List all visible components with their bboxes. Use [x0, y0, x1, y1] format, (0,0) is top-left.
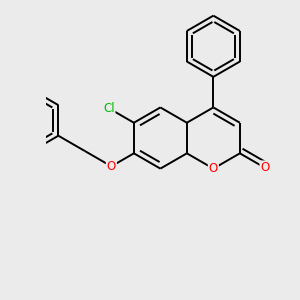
Text: Cl: Cl	[103, 102, 115, 115]
Text: O: O	[107, 160, 116, 173]
Text: O: O	[209, 162, 218, 175]
Text: O: O	[260, 161, 270, 174]
